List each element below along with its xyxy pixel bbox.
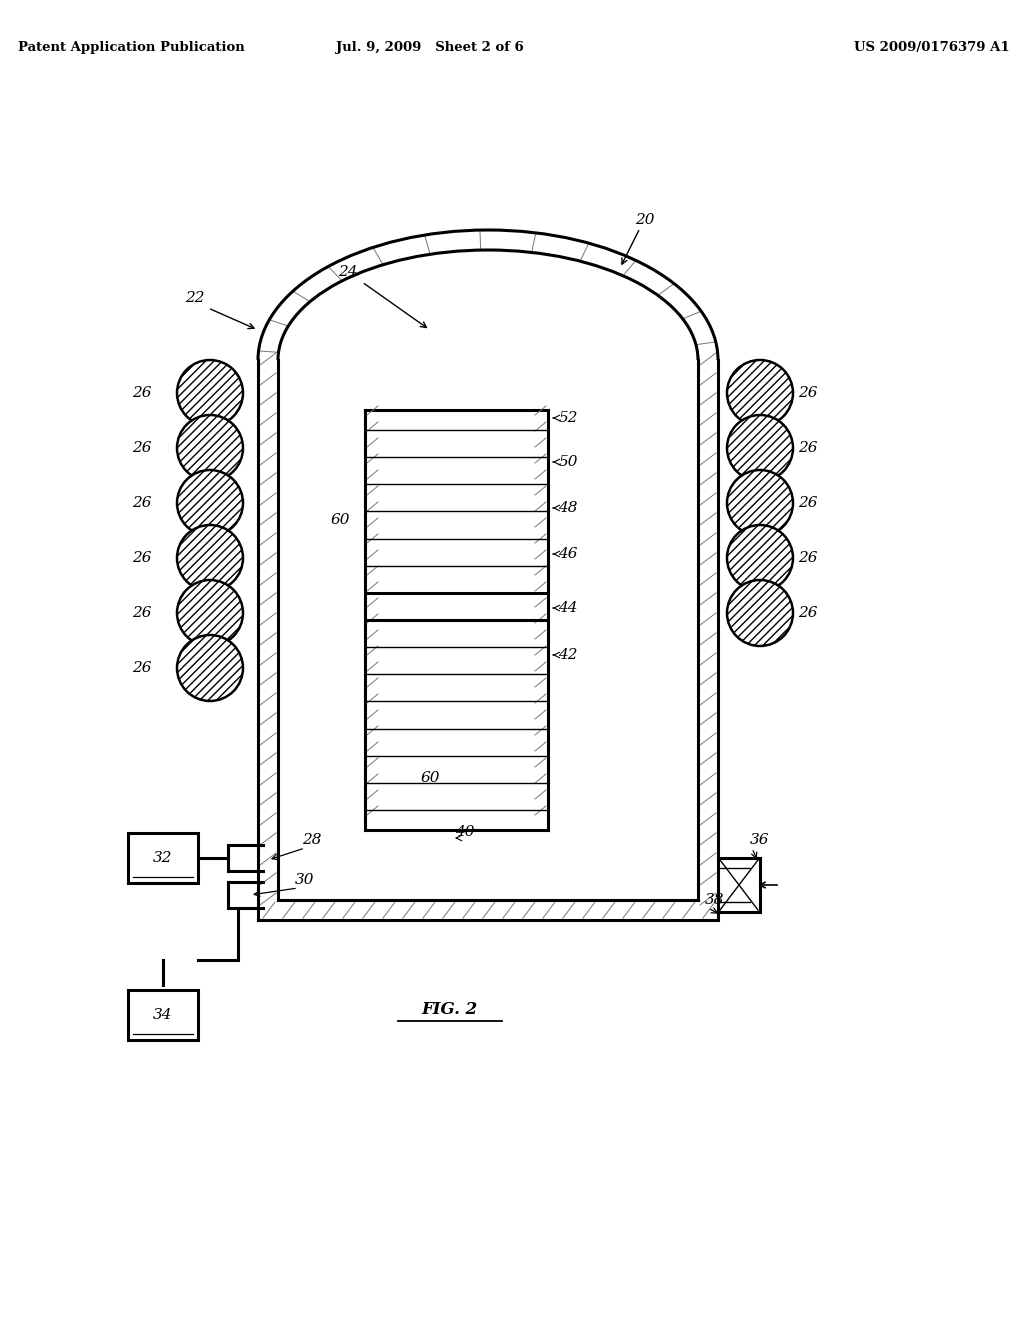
- Text: Patent Application Publication: Patent Application Publication: [18, 41, 245, 54]
- Text: 50: 50: [558, 455, 578, 469]
- Text: 26: 26: [799, 441, 818, 455]
- Text: 32: 32: [154, 851, 173, 865]
- Text: 26: 26: [799, 606, 818, 620]
- Text: 26: 26: [799, 550, 818, 565]
- Text: 46: 46: [558, 546, 578, 561]
- Text: 48: 48: [558, 502, 578, 515]
- Text: 34: 34: [154, 1008, 173, 1022]
- Circle shape: [727, 470, 793, 536]
- Circle shape: [177, 635, 243, 701]
- Text: 26: 26: [132, 661, 152, 675]
- Text: 30: 30: [295, 873, 314, 887]
- Circle shape: [727, 360, 793, 426]
- Text: 60: 60: [331, 513, 350, 527]
- Circle shape: [727, 525, 793, 591]
- Text: 20: 20: [635, 213, 654, 227]
- Text: 26: 26: [799, 496, 818, 510]
- Circle shape: [727, 579, 793, 645]
- Text: 22: 22: [185, 290, 205, 305]
- Text: 26: 26: [132, 385, 152, 400]
- Text: 26: 26: [132, 606, 152, 620]
- Text: 26: 26: [132, 550, 152, 565]
- Text: 52: 52: [558, 411, 578, 425]
- Text: 24: 24: [338, 265, 357, 279]
- Text: 26: 26: [799, 385, 818, 400]
- Text: 40: 40: [456, 825, 475, 840]
- Text: 36: 36: [751, 833, 770, 847]
- Text: 28: 28: [302, 833, 322, 847]
- Text: 60: 60: [420, 771, 439, 785]
- Circle shape: [177, 414, 243, 480]
- Text: 26: 26: [132, 441, 152, 455]
- Text: 44: 44: [558, 601, 578, 615]
- Circle shape: [177, 360, 243, 426]
- Bar: [128, 833, 198, 883]
- Bar: [128, 990, 198, 1040]
- Text: 26: 26: [132, 496, 152, 510]
- Circle shape: [177, 470, 243, 536]
- Text: US 2009/0176379 A1: US 2009/0176379 A1: [854, 41, 1010, 54]
- Text: 38: 38: [706, 894, 725, 907]
- Text: FIG. 2: FIG. 2: [422, 1002, 478, 1019]
- Circle shape: [177, 579, 243, 645]
- Text: 42: 42: [558, 648, 578, 663]
- Circle shape: [727, 414, 793, 480]
- Circle shape: [177, 525, 243, 591]
- Text: Jul. 9, 2009   Sheet 2 of 6: Jul. 9, 2009 Sheet 2 of 6: [336, 41, 524, 54]
